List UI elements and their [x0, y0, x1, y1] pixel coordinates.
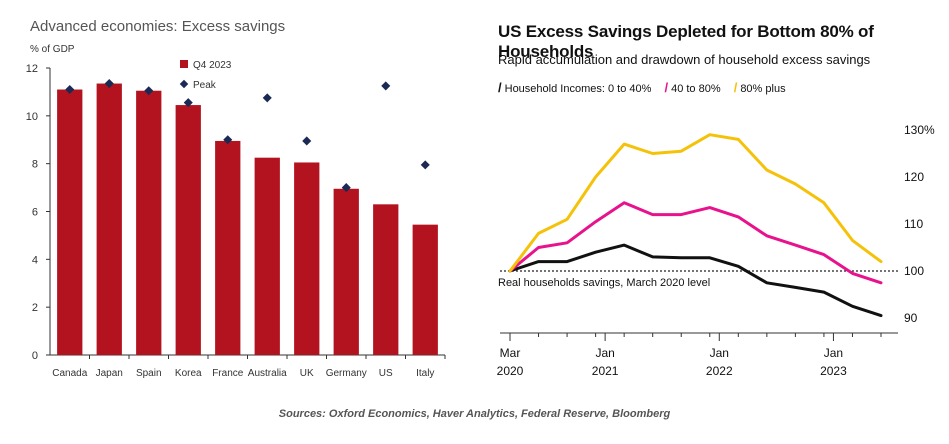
legend-swatch-peak	[179, 79, 189, 89]
legend-label-q4: Q4 2023	[193, 60, 232, 71]
peak-marker-australia	[262, 93, 272, 103]
legend-label-peak: Peak	[193, 80, 217, 91]
legend-swatch-icon: /	[733, 80, 738, 95]
line-middle-income	[508, 201, 883, 285]
left-chart-legend: Q4 2023 Peak	[179, 60, 232, 91]
x-tick-label-month: Jan	[710, 346, 729, 360]
y-tick-label: 130%	[904, 123, 935, 137]
legend-label: 40 to 80%	[671, 83, 721, 95]
right-chart-legend: / Household Incomes: 0 to 40% /40 to 80% …	[498, 80, 796, 95]
x-tick-label-year: 2022	[706, 364, 733, 378]
right-chart-axes: Mar 2020 Jan 2021 Jan 2022 Jan 2023 90 100 110 120 1…	[497, 123, 935, 378]
x-tick-label: Korea	[175, 368, 202, 379]
peak-marker-france	[223, 135, 233, 145]
legend-label: Household Incomes: 0 to 40%	[504, 83, 652, 95]
bar-chart-svg: 0 2 4 6 8 10 12 Canada Japan Spain Korea France Aust…	[26, 60, 446, 379]
line-chart-svg: Mar 2020 Jan 2021 Jan 2022 Jan 2023 90 100 110 120 1…	[497, 123, 935, 378]
x-tick-label-year: 2020	[497, 364, 524, 378]
legend-swatch-icon: /	[664, 80, 669, 95]
bar-canada	[57, 89, 83, 356]
y-tick-label: 90	[904, 311, 918, 325]
legend-label: 80% plus	[740, 83, 786, 95]
x-tick-label: Australia	[248, 368, 287, 379]
y-tick-label: 8	[32, 159, 38, 171]
legend-item-low-income: / Household Incomes: 0 to 40%	[498, 80, 651, 95]
y-tick-label: 6	[32, 207, 38, 219]
legend-item-high-income: /80% plus	[734, 80, 786, 95]
left-chart-unit: % of GDP	[30, 44, 75, 55]
x-tick-label: Japan	[96, 368, 123, 379]
bar-spain	[136, 90, 162, 356]
y-tick-label: 4	[32, 254, 38, 266]
x-tick-label: Canada	[52, 368, 87, 379]
bar-uk	[294, 162, 320, 355]
x-tick-label: US	[379, 368, 393, 379]
bar-japan	[96, 83, 122, 355]
legend-swatch-icon: /	[498, 80, 502, 95]
x-tick-label-year: 2021	[592, 364, 619, 378]
peak-marker-japan	[104, 79, 114, 89]
legend-item-middle-income: /40 to 80%	[664, 80, 720, 95]
x-tick-label-month: Jan	[595, 346, 614, 360]
bar-australia	[254, 157, 280, 355]
left-chart-panel: Advanced economies: Excess savings % of …	[0, 0, 470, 400]
reference-line-label: Real households savings, March 2020 leve…	[498, 277, 710, 289]
bar-us	[373, 204, 399, 355]
line-low-income	[508, 243, 883, 318]
y-tick-label: 0	[32, 350, 38, 362]
bar-germany	[333, 188, 359, 355]
y-tick-label: 2	[32, 302, 38, 314]
bar-korea	[175, 105, 201, 355]
legend-swatch-q4	[180, 60, 188, 68]
x-tick-label: UK	[300, 368, 314, 379]
line-series	[508, 133, 883, 318]
peak-marker-canada	[65, 84, 75, 95]
y-tick-label: 110	[904, 217, 923, 231]
peak-marker-italy	[420, 160, 430, 170]
line-high-income	[508, 133, 883, 273]
x-tick-label-year: 2023	[820, 364, 847, 378]
bar-series	[57, 83, 438, 356]
bar-italy	[412, 224, 438, 355]
x-tick-label-month: Mar	[500, 346, 521, 360]
right-chart-subtitle: Rapid accumulation and drawdown of house…	[498, 52, 871, 67]
bar-france	[215, 140, 241, 355]
y-tick-label: 100	[904, 264, 924, 278]
y-tick-label: 10	[26, 111, 38, 123]
peak-marker-spain	[144, 86, 154, 96]
x-tick-label: Spain	[136, 368, 162, 379]
peak-marker-korea	[183, 98, 193, 108]
x-tick-label: Italy	[416, 368, 434, 379]
peak-marker-uk	[302, 136, 312, 146]
sources-note: Sources: Oxford Economics, Haver Analyti…	[278, 408, 671, 420]
right-chart-title: US Excess Savings Depleted for Bottom 80…	[498, 22, 874, 61]
x-tick-label: France	[212, 368, 244, 379]
right-chart-panel: US Excess Savings Depleted for Bottom 80…	[480, 0, 949, 400]
peak-marker-us	[381, 81, 391, 91]
x-tick-label: Germany	[326, 368, 367, 379]
y-tick-label: 120	[904, 170, 924, 184]
left-chart-title: Advanced economies: Excess savings	[30, 18, 286, 35]
y-tick-label: 12	[26, 63, 38, 75]
x-tick-label-month: Jan	[824, 346, 843, 360]
